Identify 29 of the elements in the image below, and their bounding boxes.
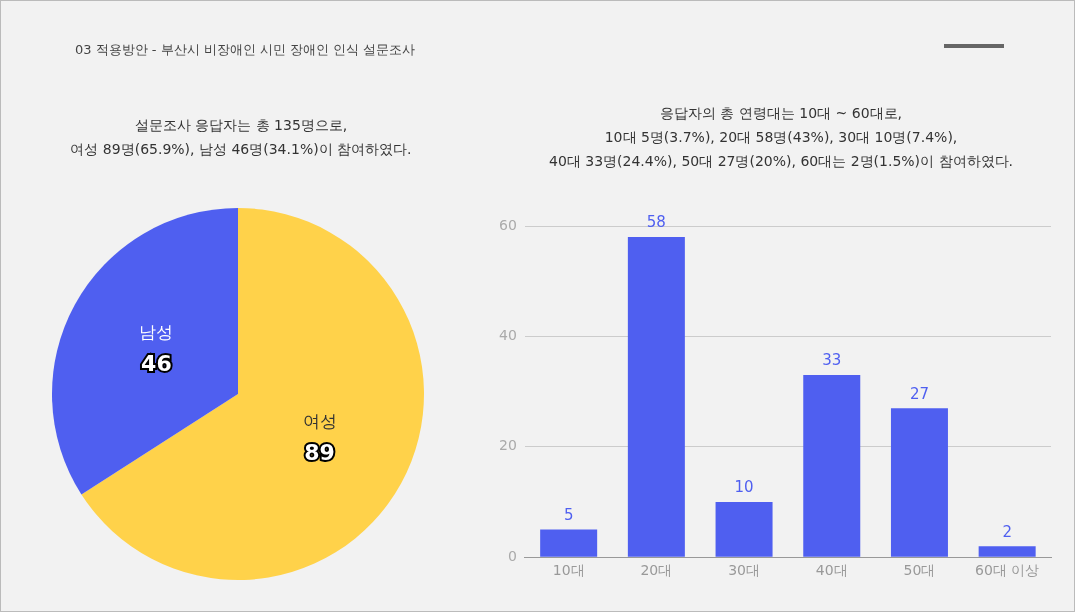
y-tick-label: 60 — [498, 216, 517, 233]
x-tick-label: 30대 — [728, 562, 760, 579]
y-tick-label: 0 — [507, 547, 517, 564]
slice-label: 남성 — [139, 321, 174, 342]
text: 03 적용방안 - 부산시 비장애인 시민 장애인 인식 설문조사 — [75, 41, 416, 59]
bar — [715, 502, 773, 557]
data-label: 10 — [734, 478, 754, 497]
chart-title: 설문조사 응답자는 총 135명으로, 여성 89명(65.9%), 남성 46명(34.1%)이 참여하였다. — [69, 116, 413, 159]
data-label: 2 — [1002, 522, 1012, 541]
bar — [803, 375, 861, 557]
data-label: 5 — [563, 505, 574, 524]
bar — [978, 546, 1036, 557]
data-label: 46 — [141, 351, 172, 377]
data-label: 58 — [646, 213, 666, 232]
bar — [627, 237, 685, 557]
x-tick-label: 50대 — [903, 562, 936, 579]
data-label: 27 — [909, 384, 929, 403]
bar — [540, 529, 598, 557]
x-tick-label: 40대 — [815, 562, 848, 579]
x-tick-label: 10대 — [552, 562, 585, 579]
data-label: 33 — [822, 351, 842, 370]
slice-label: 여성 — [302, 411, 337, 432]
chart-title: 응답자의 총 연령대는 10대 ~ 60대로, 10대 5명(3.7%), 20대 58명(43%), 30대 10명(7.4%), 40대 33명(24.4%), 50대 27명(20%), 60대는 2명(1.5%)이 참여하였다. — [548, 104, 1014, 171]
x-tick-label: 60대 이상 — [975, 562, 1040, 579]
data-label: 89 — [304, 440, 335, 466]
bar — [890, 408, 948, 557]
y-tick-label: 20 — [498, 437, 517, 454]
y-tick-label: 40 — [498, 327, 517, 344]
x-tick-label: 20대 — [640, 562, 673, 579]
